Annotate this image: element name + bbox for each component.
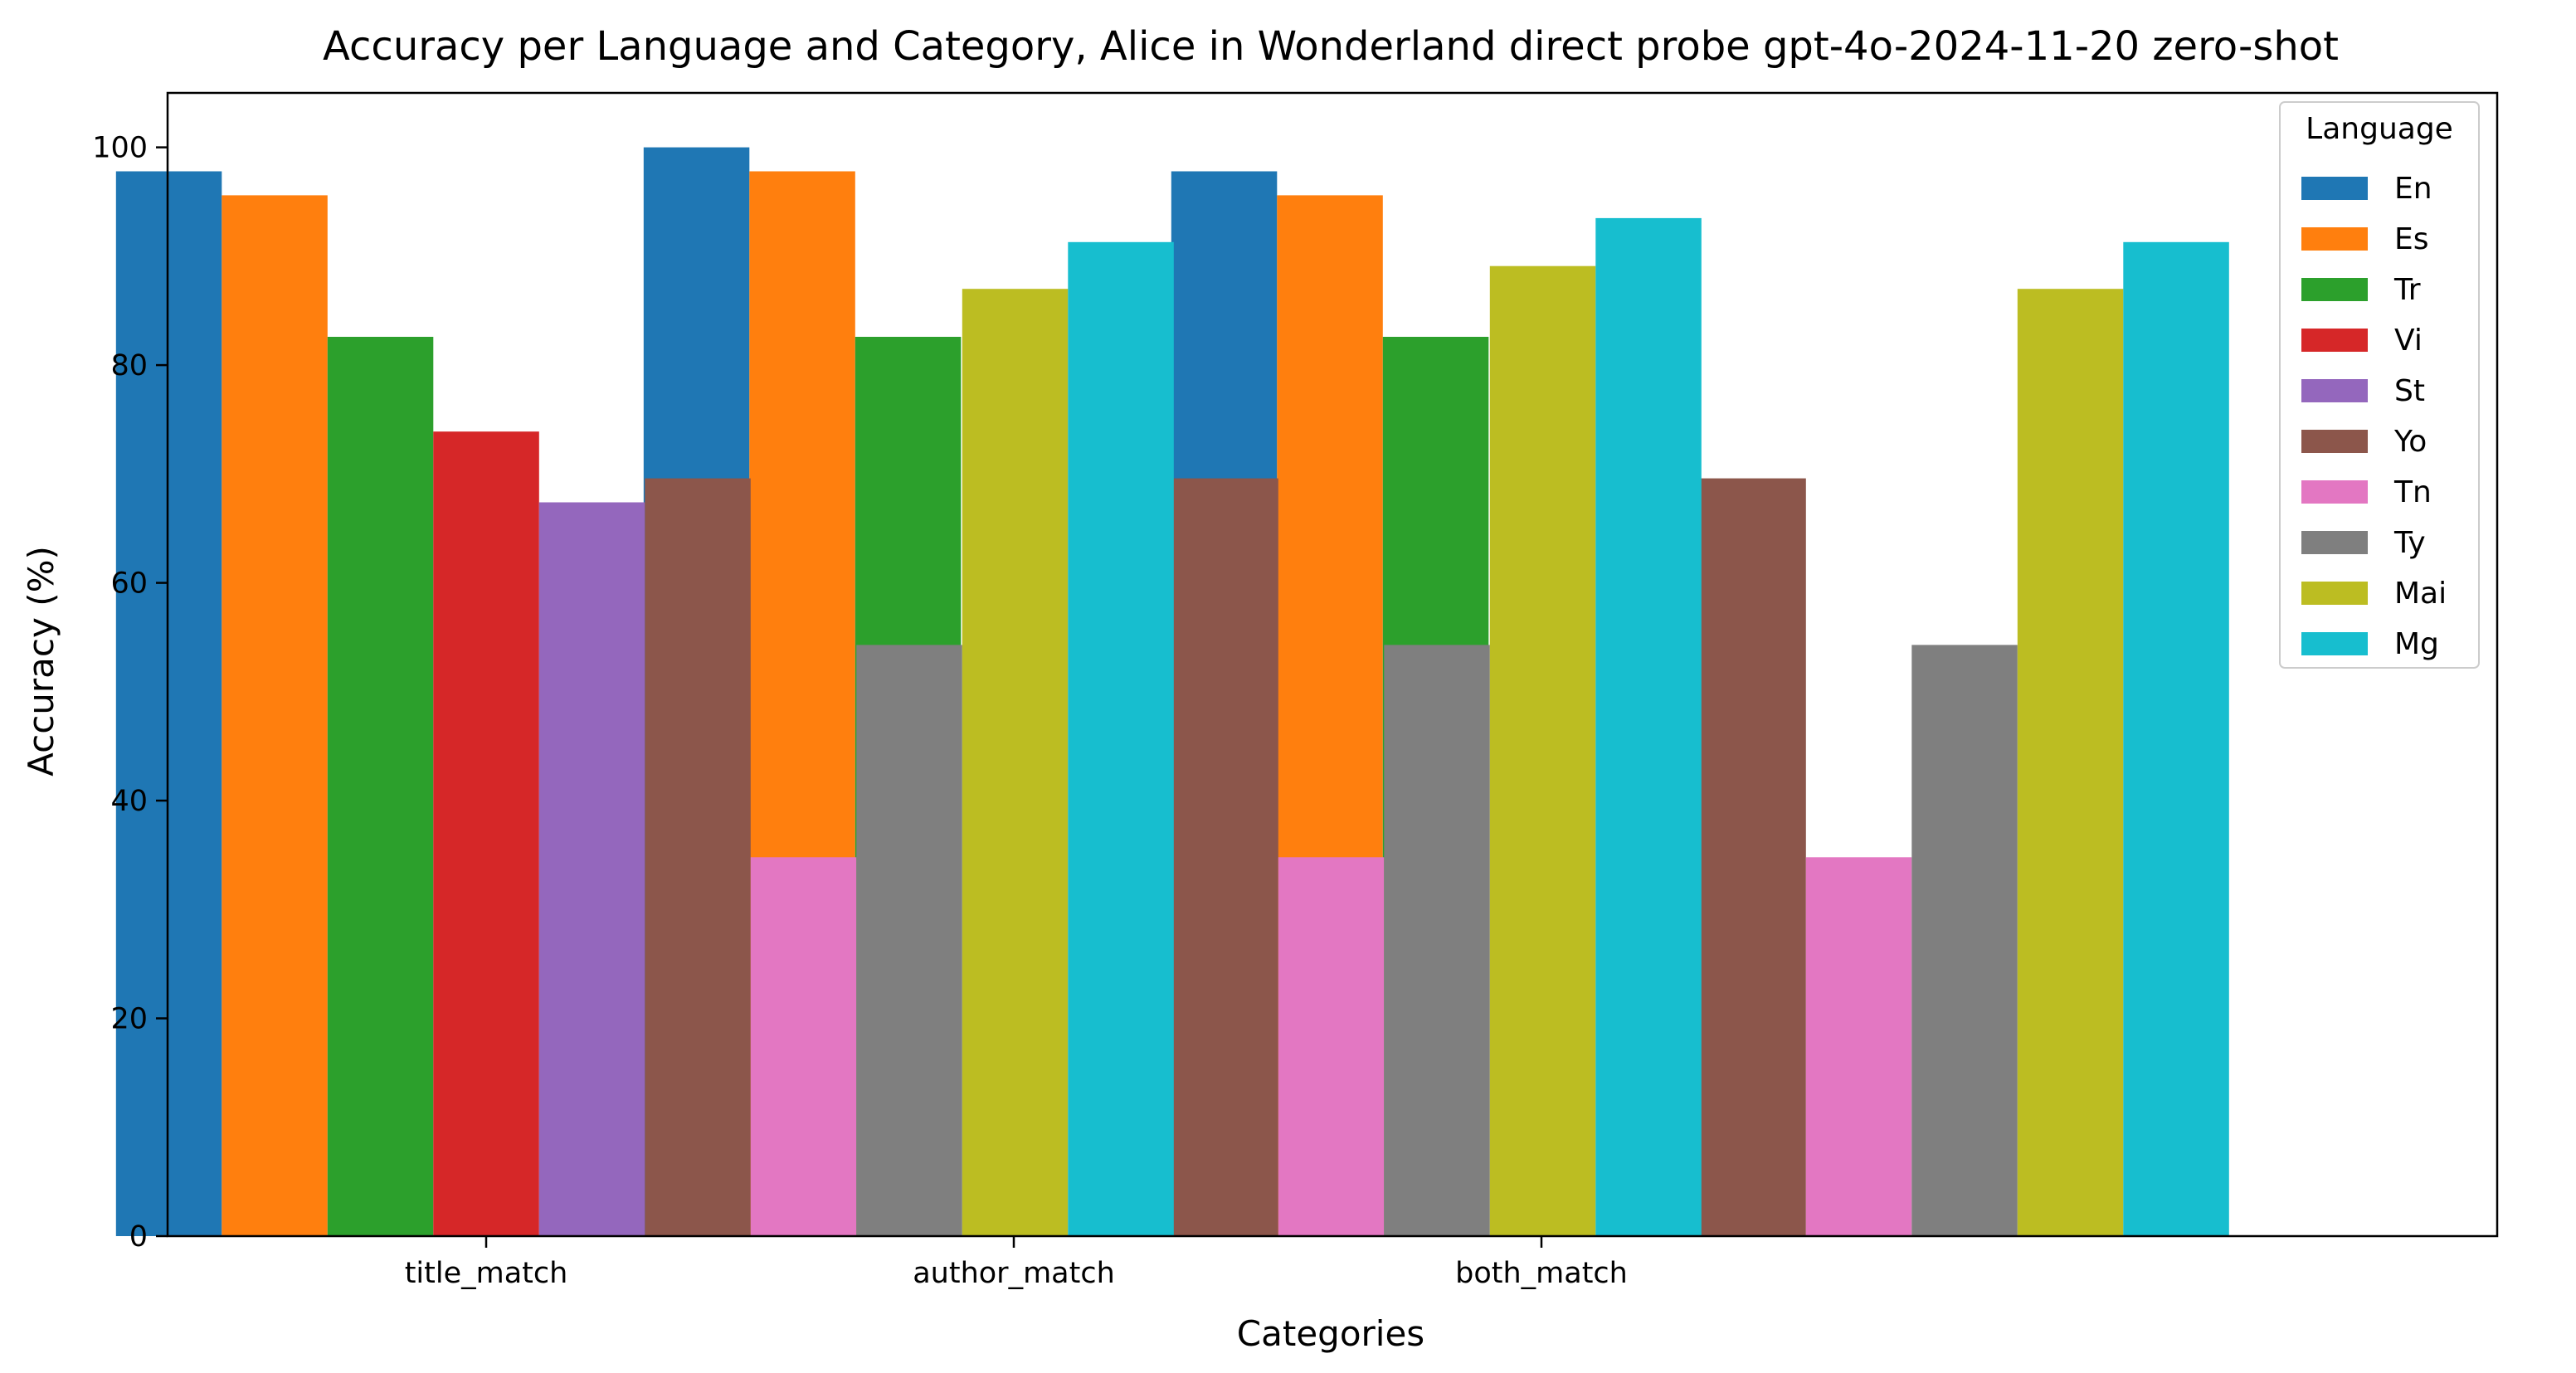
bar-mai-author_match — [1489, 265, 1596, 1237]
legend-swatch-tn — [2301, 480, 2368, 504]
bar-yo-both_match — [1700, 478, 1806, 1236]
legend-label-ty: Ty — [2393, 526, 2426, 560]
x-axis-label: Categories — [1237, 1313, 1424, 1354]
legend-label-tr: Tr — [2393, 273, 2421, 307]
legend-swatch-st — [2301, 379, 2368, 402]
legend-label-yo: Yo — [2393, 425, 2427, 459]
bar-mai-both_match — [2017, 289, 2124, 1237]
bar-mg-both_match — [2123, 241, 2229, 1236]
bar-tn-author_match — [1278, 857, 1385, 1236]
legend-label-mai: Mai — [2394, 577, 2447, 611]
legend-label-en: En — [2394, 172, 2432, 206]
x-tick-label: author_match — [913, 1257, 1115, 1290]
bar-vi-title_match — [433, 431, 539, 1236]
bar-en-title_match — [115, 171, 222, 1236]
legend-label-mg: Mg — [2394, 627, 2439, 661]
x-axis-ticks: title_match author_match both_match — [405, 1236, 1628, 1290]
bar-ty-both_match — [1911, 645, 2018, 1236]
y-tick-label: 100 — [92, 132, 148, 165]
legend-label-vi: Vi — [2394, 324, 2423, 358]
legend-swatch-en — [2301, 177, 2368, 200]
bar-tn-title_match — [750, 857, 857, 1236]
legend-title: Language — [2306, 112, 2453, 146]
bar-es-title_match — [222, 195, 328, 1236]
y-tick-label: 80 — [110, 349, 148, 382]
legend: Language En Es Tr Vi St Yo Tn Ty Mai Mg — [2279, 101, 2480, 669]
legend-swatch-vi — [2301, 329, 2368, 352]
bar-tr-title_match — [327, 337, 434, 1236]
bar-mg-author_match — [1595, 217, 1702, 1236]
bar-st-title_match — [538, 502, 645, 1236]
bar-tn-both_match — [1805, 857, 1912, 1236]
chart-title: Accuracy per Language and Category, Alic… — [323, 23, 2339, 70]
plot-frame — [166, 91, 2499, 1238]
legend-swatch-ty — [2301, 531, 2368, 554]
bar-ty-title_match — [856, 645, 962, 1236]
legend-swatch-mai — [2301, 582, 2368, 605]
legend-swatch-yo — [2301, 430, 2368, 453]
bar-yo-title_match — [645, 478, 751, 1236]
y-tick-label: 0 — [129, 1220, 148, 1254]
y-axis-ticks: 0 20 40 60 80 100 — [92, 132, 168, 1254]
y-tick-label: 20 — [110, 1003, 148, 1036]
bars-group — [115, 147, 2229, 1237]
legend-swatch-tr — [2301, 278, 2368, 301]
bar-mai-title_match — [962, 289, 1069, 1237]
x-tick-label: both_match — [1455, 1257, 1628, 1290]
y-tick-label: 60 — [110, 567, 148, 601]
legend-swatch-es — [2301, 227, 2368, 251]
legend-label-st: St — [2394, 374, 2425, 408]
y-tick-label: 40 — [110, 785, 148, 818]
legend-label-tn: Tn — [2393, 475, 2432, 509]
y-axis-label: Accuracy (%) — [21, 546, 61, 777]
legend-swatch-mg — [2301, 632, 2368, 655]
legend-label-es: Es — [2394, 222, 2429, 256]
bar-ty-author_match — [1384, 645, 1490, 1236]
x-tick-label: title_match — [405, 1257, 568, 1290]
bar-mg-title_match — [1068, 241, 1174, 1236]
bar-yo-author_match — [1172, 478, 1278, 1236]
